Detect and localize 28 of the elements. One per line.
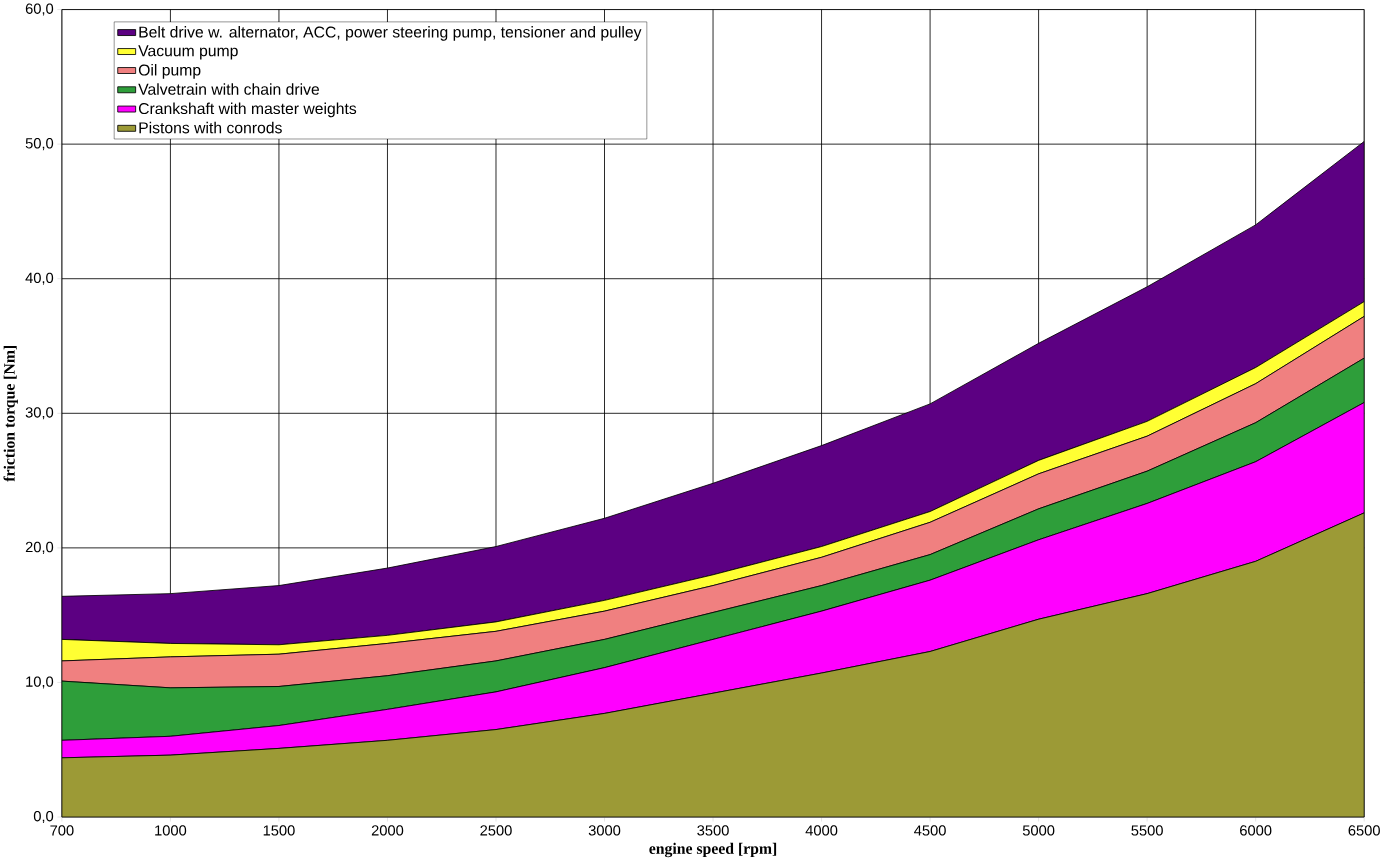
y-tick-label: 0,0	[33, 811, 54, 824]
x-tick-label: 2000	[371, 825, 404, 836]
y-tick-label: 60,0	[25, 3, 54, 16]
x-tick-label: 4500	[914, 825, 946, 836]
x-tick-label: 6500	[1348, 825, 1380, 836]
x-tick-label: 1000	[155, 825, 187, 836]
y-tick-label: 40,0	[25, 272, 54, 285]
x-tick-label: 3000	[588, 825, 621, 836]
y-tick-label: 50,0	[25, 138, 54, 151]
legend-label: Valvetrain with chain drive	[138, 83, 320, 95]
y-axis-title: friction torque [Nm]	[3, 346, 18, 482]
x-tick-label: 1500	[263, 825, 295, 836]
y-tick-label: 10,0	[26, 676, 54, 689]
x-tick-label: 4000	[805, 825, 838, 836]
legend-label: Vacuum pump	[138, 45, 238, 60]
x-tick-label: 2500	[480, 825, 512, 836]
x-tick-label: 3500	[697, 825, 729, 836]
x-tick-label: 6000	[1240, 825, 1272, 836]
legend-label: Pistons with conrods	[139, 121, 282, 134]
x-tick-label: 700	[50, 825, 74, 836]
y-tick-label: 30,0	[25, 407, 54, 420]
x-axis-title: engine speed [rpm]	[649, 842, 777, 858]
legend-label: Oil pump	[138, 64, 201, 79]
x-tick-label: 5000	[1022, 825, 1055, 836]
x-tick-label: 5500	[1131, 825, 1163, 836]
legend-label: Belt drive w. alternator, ACC, power steering pump, tensioner and pulley	[139, 26, 642, 41]
y-tick-label: 20,0	[25, 541, 54, 555]
legend-label: Crankshaft with master weights	[138, 102, 357, 118]
